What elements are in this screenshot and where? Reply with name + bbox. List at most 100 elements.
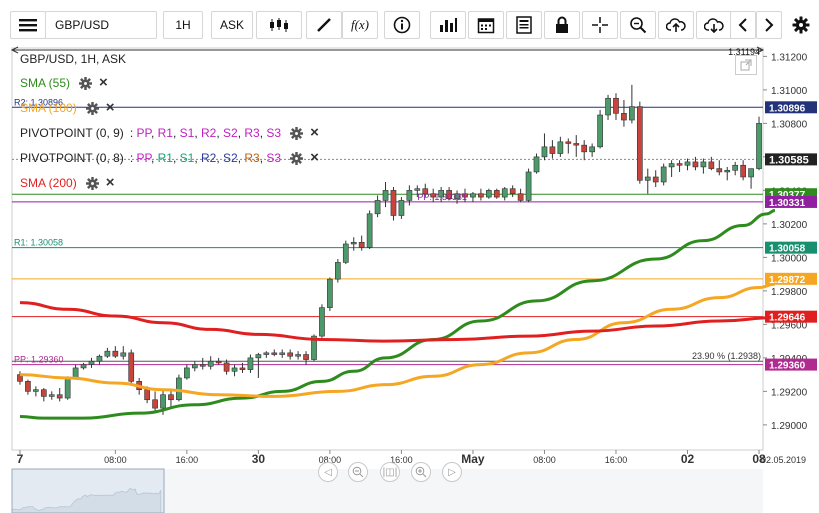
candle-body xyxy=(446,190,452,200)
arrow-right-icon xyxy=(756,46,765,54)
pivot-level-label: PP xyxy=(136,126,151,140)
zoom-out-button[interactable] xyxy=(348,462,368,482)
zoom-button[interactable] xyxy=(620,11,656,39)
candle-body xyxy=(644,176,651,181)
pivot-level-label: S2 xyxy=(223,151,238,165)
candle-body xyxy=(549,146,556,154)
candle-body xyxy=(676,163,683,166)
candle-body xyxy=(724,169,731,173)
close-icon[interactable]: × xyxy=(310,149,319,166)
next-button[interactable] xyxy=(756,11,782,39)
zoom-in-button[interactable] xyxy=(411,462,431,482)
candle-body xyxy=(25,381,31,392)
crosshair-button[interactable] xyxy=(582,11,618,39)
y-tick-label: 1.29000 xyxy=(771,421,808,432)
settings-button[interactable] xyxy=(786,11,816,39)
candle-body xyxy=(215,360,222,364)
x-tick-label: 08 xyxy=(752,452,766,466)
pivot-separator: : xyxy=(129,151,137,165)
gear-icon[interactable] xyxy=(290,151,304,165)
y-tick-label: 1.30800 xyxy=(771,119,808,130)
pivot-separator: , xyxy=(216,151,224,165)
symbol-selector[interactable]: GBP/USD xyxy=(45,11,157,39)
price-type-button[interactable]: ASK xyxy=(211,11,253,39)
prev-icon xyxy=(738,18,747,32)
lock-icon xyxy=(556,16,568,33)
close-icon[interactable]: × xyxy=(310,124,319,141)
chart-type-button[interactable] xyxy=(256,11,302,39)
pp-level-label: PP: 1.30331 xyxy=(417,192,467,202)
draw-button[interactable] xyxy=(306,11,342,39)
gear-icon[interactable] xyxy=(79,76,93,90)
candle-body xyxy=(629,106,635,121)
next-icon xyxy=(765,18,774,32)
indicators-button[interactable]: f(x) xyxy=(342,11,378,39)
candle-body xyxy=(168,394,174,401)
menu-icon xyxy=(19,19,37,32)
prev-button[interactable] xyxy=(730,11,756,39)
info-button[interactable] xyxy=(384,11,420,39)
scroll-left-button[interactable]: ◁ xyxy=(318,462,338,482)
pivot-separator: , xyxy=(194,151,201,165)
y-tick-label: 1.29800 xyxy=(771,287,808,298)
symbol-label: GBP/USD xyxy=(55,18,110,32)
download-button[interactable] xyxy=(696,11,732,39)
candle-body xyxy=(517,193,524,201)
y-tick-label: 1.31000 xyxy=(771,86,808,97)
candle-body xyxy=(207,360,214,367)
volume-button[interactable] xyxy=(430,11,466,39)
candle-body xyxy=(327,278,333,308)
crosshair-icon xyxy=(592,17,608,33)
report-button[interactable] xyxy=(506,11,542,39)
lock-button[interactable] xyxy=(544,11,580,39)
pivot-level-label: PP xyxy=(136,151,151,165)
gear-icon[interactable] xyxy=(85,176,99,190)
candle-body xyxy=(279,352,286,355)
toolbar: GBP/USD 1H ASK f(x) xyxy=(0,0,819,44)
gear-icon[interactable] xyxy=(85,101,99,115)
sma-line xyxy=(19,301,775,343)
y-tick-label: 1.29600 xyxy=(771,320,808,331)
calendar-button[interactable] xyxy=(468,11,504,39)
chart-area[interactable]: 1.312001.310001.308001.306001.304001.302… xyxy=(0,44,819,513)
close-icon[interactable]: × xyxy=(99,74,108,91)
scroll-right-button[interactable]: ▷ xyxy=(442,462,462,482)
navigator-series xyxy=(11,487,162,513)
candle-body xyxy=(287,352,294,357)
timeframe-label: 1H xyxy=(175,18,191,32)
gear-icon[interactable] xyxy=(290,126,304,140)
y-tick-label: 1.31200 xyxy=(771,52,808,63)
expand-button[interactable] xyxy=(735,55,757,75)
navigator-window[interactable] xyxy=(11,468,165,513)
candle-body xyxy=(478,193,484,198)
candles-icon xyxy=(270,18,288,32)
candle-body xyxy=(652,176,659,183)
pivot-separator: , xyxy=(259,151,267,165)
chevron-right-icon: ▷ xyxy=(448,466,456,478)
x-tick-label: 7 xyxy=(17,452,24,466)
pivot-level-label: R3 xyxy=(244,151,260,165)
candle-body xyxy=(112,350,119,357)
x-tick-label: May xyxy=(461,452,485,466)
price-chart[interactable]: 1.312001.310001.308001.306001.304001.302… xyxy=(0,44,819,513)
candle-body xyxy=(80,364,87,369)
y-tick-label: 1.30200 xyxy=(771,220,808,231)
legend-label: PIVOTPOINT (0, 9) xyxy=(20,126,124,140)
x-tick-label: 08:00 xyxy=(319,455,342,465)
close-icon[interactable]: × xyxy=(105,99,115,116)
candle-body xyxy=(319,307,325,337)
menu-button[interactable] xyxy=(10,11,46,39)
pp-low-level-label: PP: 1.29360 xyxy=(14,355,64,365)
pivot-separator: : xyxy=(129,126,137,140)
chart-title: GBP/USD, 1H, ASK xyxy=(20,52,127,66)
close-icon[interactable]: × xyxy=(105,174,115,191)
upload-button[interactable] xyxy=(658,11,694,39)
reset-button[interactable]: |◫| xyxy=(380,462,400,482)
sma-line xyxy=(19,282,775,398)
price-tag-label: 1.29360 xyxy=(769,361,806,372)
x-tick-label: 30 xyxy=(252,452,266,466)
x-tick-label: 16:00 xyxy=(390,455,413,465)
candle-body xyxy=(160,394,166,409)
pivot-separator: , xyxy=(194,126,201,140)
timeframe-button[interactable]: 1H xyxy=(163,11,203,39)
